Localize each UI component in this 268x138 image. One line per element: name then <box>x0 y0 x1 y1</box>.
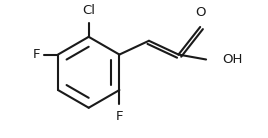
Text: OH: OH <box>222 53 242 66</box>
Text: O: O <box>195 6 205 19</box>
Text: F: F <box>116 110 123 123</box>
Text: Cl: Cl <box>82 4 95 17</box>
Text: F: F <box>33 48 40 61</box>
